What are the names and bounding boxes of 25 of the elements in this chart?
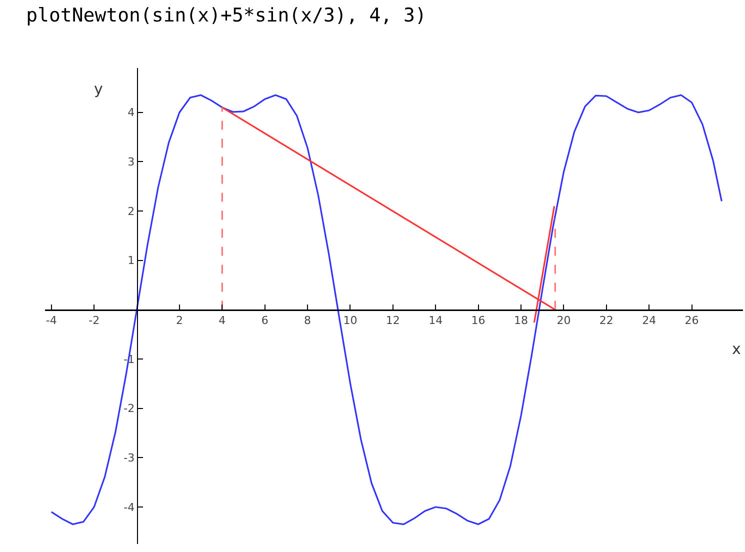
x-tick-label: 10 bbox=[343, 314, 358, 328]
x-tick-label: 24 bbox=[642, 314, 656, 328]
x-tick-label: 8 bbox=[304, 314, 312, 328]
x-tick-label: 4 bbox=[218, 314, 226, 328]
y-tick-label: 2 bbox=[128, 204, 135, 218]
x-tick-label: 6 bbox=[261, 314, 268, 328]
x-tick-label: 2 bbox=[176, 314, 183, 328]
x-tick-label: 14 bbox=[428, 314, 443, 328]
y-tick-label: 1 bbox=[128, 254, 135, 268]
y-tick-label: 3 bbox=[128, 156, 135, 169]
x-tick-label: 16 bbox=[471, 314, 486, 328]
x-tick-label: 26 bbox=[684, 314, 699, 328]
y-tick-label: -3 bbox=[124, 452, 135, 465]
y-axis-title: y bbox=[94, 80, 103, 98]
x-tick-label: 12 bbox=[386, 314, 400, 328]
x-tick-label: -2 bbox=[88, 314, 100, 328]
x-tick-label: 18 bbox=[514, 314, 528, 328]
x-axis-title: x bbox=[732, 340, 741, 358]
y-tick-label: 4 bbox=[128, 106, 135, 120]
y-tick-label: -4 bbox=[124, 500, 135, 514]
y-tick-label: -2 bbox=[124, 402, 135, 416]
x-tick-label: 20 bbox=[556, 314, 571, 328]
x-tick-label: 22 bbox=[599, 314, 614, 328]
x-tick-label: -4 bbox=[46, 314, 57, 328]
chart-title: plotNewton(sin(x)+5*sin(x/3), 4, 3) bbox=[26, 4, 426, 27]
